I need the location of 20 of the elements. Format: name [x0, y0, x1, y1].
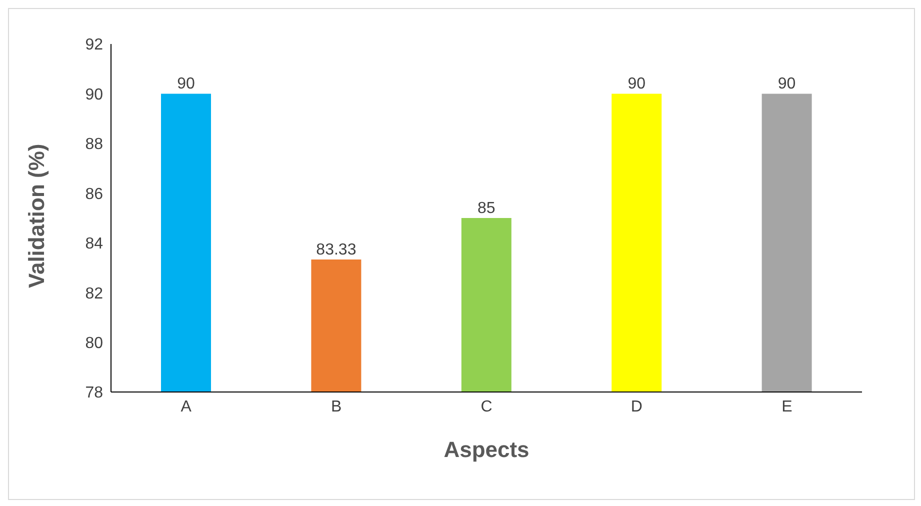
data-label: 90 — [628, 76, 646, 93]
x-tick-label: E — [782, 398, 792, 416]
y-tick-label: 80 — [85, 334, 104, 352]
data-label: 90 — [778, 76, 796, 93]
y-tick-label: 86 — [85, 186, 104, 203]
y-tick-label: 82 — [85, 285, 104, 302]
data-label: 85 — [478, 200, 496, 217]
y-tick-label: 84 — [85, 236, 104, 253]
x-tick-label: A — [180, 398, 192, 416]
x-tick-label: D — [630, 398, 642, 416]
x-tick-label: B — [330, 398, 342, 416]
y-tick-label: 92 — [85, 36, 104, 54]
y-tick-label: 78 — [85, 384, 104, 402]
x-tick-label: C — [480, 398, 492, 416]
y-tick-label: 88 — [85, 136, 104, 154]
y-tick-label: 90 — [85, 86, 104, 104]
data-label: 83.33 — [316, 242, 356, 259]
data-label: 90 — [177, 76, 195, 93]
y-axis-title: Validation (%) — [24, 144, 49, 288]
x-axis-title: Aspects — [444, 437, 530, 462]
